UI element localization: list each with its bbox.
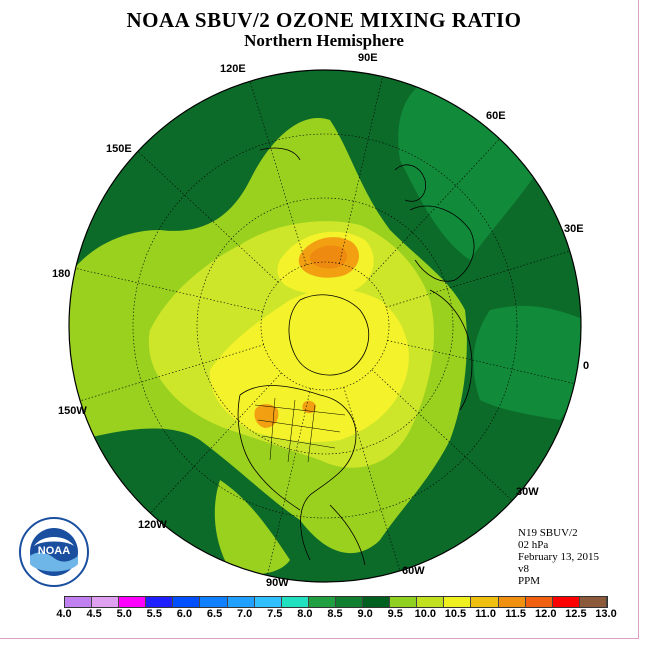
meridian-line [267, 388, 311, 576]
legend-tick-label: 9.5 [387, 608, 403, 620]
lon-label-60e: 60E [486, 110, 506, 122]
meridian-line [137, 151, 279, 283]
map-subtitle: Northern Hemisphere [244, 31, 404, 50]
meridian-line [387, 340, 575, 384]
legend-swatch [498, 597, 526, 607]
legend-swatch [119, 597, 147, 607]
legend-swatch [173, 597, 201, 607]
legend-swatch [363, 597, 391, 607]
legend-swatch [65, 597, 93, 607]
legend-swatch [579, 597, 607, 607]
legend-tick-label: 8.0 [297, 608, 313, 620]
lon-label-0: 0 [583, 360, 590, 372]
legend-tick-label: 4.5 [86, 608, 102, 620]
lon-label-30w: 30W [516, 486, 539, 498]
lon-label-150w: 150W [58, 405, 87, 417]
legend-ticks: 4.0 4.5 5.0 5.5 6.0 6.5 7.0 7.5 8.0 8.5 9.0 9.5 10.0… [0, 608, 648, 622]
meridian-line [386, 250, 570, 308]
info-date: February 13, 2015 [518, 551, 599, 563]
graticule [132, 133, 518, 519]
legend-tick-label: 9.0 [357, 608, 373, 620]
lon-label-30e: 30E [564, 223, 584, 235]
lon-label-180: 180 [52, 268, 71, 280]
lon-label-120w: 120W [138, 519, 167, 531]
meridian-line [339, 76, 383, 264]
legend-tick-label: 8.5 [327, 608, 343, 620]
meridian-line [368, 138, 500, 280]
legend-swatch [227, 597, 255, 607]
info-version: v8 [518, 563, 529, 575]
legend-swatch [335, 597, 364, 607]
logo-label: NOAA [38, 545, 70, 557]
legend-tick-label: 11.5 [505, 608, 527, 620]
legend-tick-label: 11.0 [475, 608, 496, 620]
map-boundary [68, 69, 582, 583]
info-satellite: N19 SBUV/2 [518, 527, 578, 539]
lon-label-90e: 90E [358, 52, 378, 64]
ozone-band-south-green [214, 480, 290, 575]
legend-tick-label: 10.5 [444, 608, 467, 620]
meridian-line [75, 268, 263, 312]
meridian-line [343, 387, 401, 571]
legend-tick-label: 7.5 [267, 608, 283, 620]
legend-tick-label: 12.0 [535, 608, 557, 620]
ozone-band-mid-green-east [473, 305, 581, 420]
legend-swatch [92, 597, 120, 607]
legend-swatch [146, 597, 174, 607]
ozone-band-yellow [209, 288, 409, 442]
noaa-logo: NOAA [19, 517, 89, 587]
lon-label-60w: 60W [402, 565, 425, 577]
legend-colorbar [64, 596, 608, 608]
map-title: NOAA SBUV/2 OZONE MIXING RATIO [126, 8, 522, 32]
legend-swatch [417, 597, 445, 607]
info-level: 02 hPa [518, 539, 549, 551]
lon-label-120e: 120E [220, 63, 246, 75]
ozone-band-dark-orange-north [310, 245, 347, 269]
legend-swatch [444, 597, 472, 607]
legend-tick-label: 13.0 [595, 608, 617, 620]
legend-swatch [200, 597, 228, 607]
legend-swatch [390, 597, 418, 607]
legend-swatch [525, 597, 553, 607]
meridian-line [371, 369, 513, 501]
info-units: PPM [518, 575, 541, 587]
meridians [75, 76, 575, 576]
legend-tick-label: 4.0 [56, 608, 72, 620]
meridian-line [80, 344, 264, 402]
image-frame [0, 0, 639, 639]
legend-tick-label: 5.5 [146, 608, 162, 620]
legend-swatch [254, 597, 282, 607]
coastlines [237, 147, 475, 566]
meridian-line [150, 372, 282, 514]
legend-tick-label: 7.0 [237, 608, 253, 620]
legend-swatch [471, 597, 499, 607]
lon-label-90w: 90W [266, 577, 289, 589]
legend-swatch [281, 597, 309, 607]
legend-tick-label: 12.5 [565, 608, 587, 620]
legend-tick-label: 6.0 [176, 608, 193, 620]
meridian-line [249, 81, 307, 265]
legend-tick-label: 6.5 [206, 608, 223, 620]
legend-tick-label: 5.0 [116, 608, 132, 620]
lon-label-150e: 150E [106, 143, 132, 155]
state-boundaries [254, 397, 346, 463]
legend-swatch [308, 597, 336, 607]
legend-swatch [552, 597, 580, 607]
legend-tick-label: 10.0 [414, 608, 437, 620]
